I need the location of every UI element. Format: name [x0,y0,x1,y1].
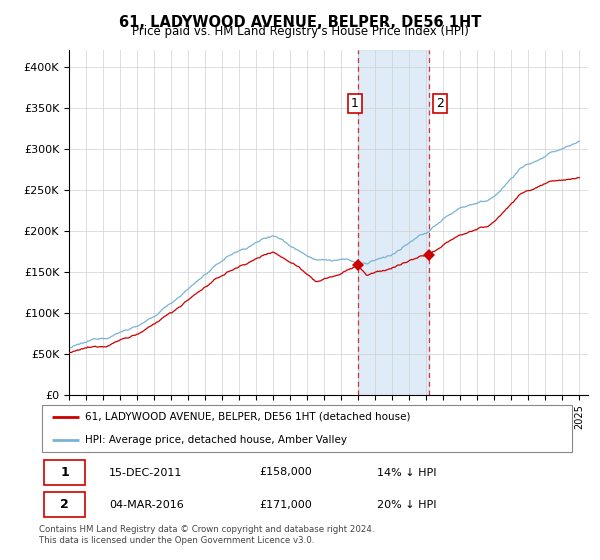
Text: HPI: Average price, detached house, Amber Valley: HPI: Average price, detached house, Ambe… [85,435,347,445]
Text: £158,000: £158,000 [259,468,312,478]
Text: 04-MAR-2016: 04-MAR-2016 [109,500,184,510]
Text: 2: 2 [436,97,444,110]
Text: 20% ↓ HPI: 20% ↓ HPI [377,500,437,510]
Text: 2: 2 [60,498,69,511]
Text: Contains HM Land Registry data © Crown copyright and database right 2024.
This d: Contains HM Land Registry data © Crown c… [39,525,374,545]
FancyBboxPatch shape [44,460,85,485]
FancyBboxPatch shape [41,405,572,451]
Text: 61, LADYWOOD AVENUE, BELPER, DE56 1HT (detached house): 61, LADYWOOD AVENUE, BELPER, DE56 1HT (d… [85,412,410,422]
FancyBboxPatch shape [44,492,85,517]
Bar [358,50,429,395]
Text: £171,000: £171,000 [259,500,312,510]
Text: 61, LADYWOOD AVENUE, BELPER, DE56 1HT: 61, LADYWOOD AVENUE, BELPER, DE56 1HT [119,15,481,30]
Text: Price paid vs. HM Land Registry's House Price Index (HPI): Price paid vs. HM Land Registry's House … [131,25,469,38]
Text: 14% ↓ HPI: 14% ↓ HPI [377,468,437,478]
Text: 1: 1 [351,97,359,110]
Text: 15-DEC-2011: 15-DEC-2011 [109,468,182,478]
Text: 1: 1 [60,466,69,479]
